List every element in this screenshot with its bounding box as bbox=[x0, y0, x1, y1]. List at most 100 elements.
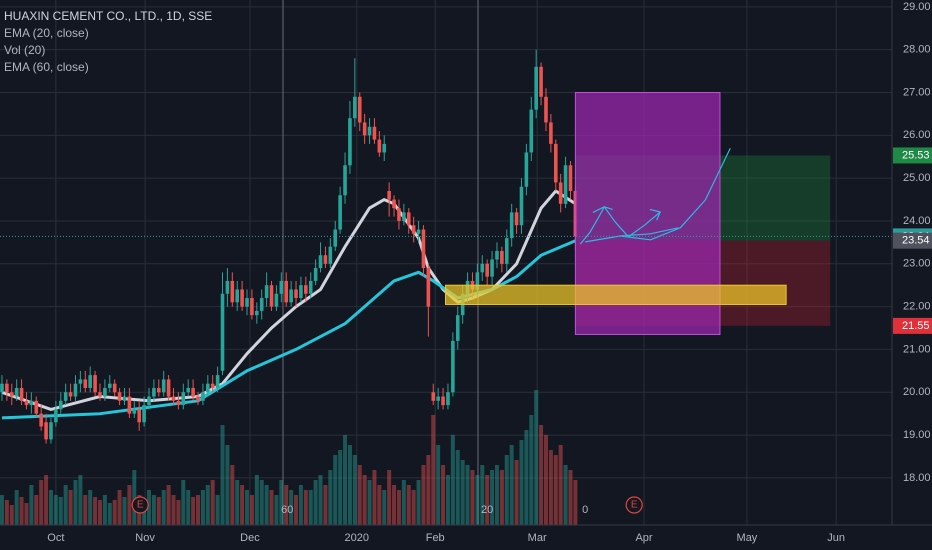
candle-body bbox=[441, 396, 445, 406]
candle-body bbox=[107, 383, 112, 388]
candle-body bbox=[357, 96, 362, 123]
pen-stroke bbox=[579, 206, 605, 245]
volume-bar bbox=[499, 470, 504, 525]
volume-bar bbox=[573, 480, 578, 525]
volume-bar bbox=[78, 475, 83, 525]
candle-body bbox=[235, 289, 240, 303]
pen-stroke bbox=[585, 227, 679, 243]
x-tick-label: Oct bbox=[47, 532, 64, 544]
bar-marker: 0 bbox=[582, 504, 588, 516]
candle-body bbox=[387, 190, 391, 200]
volume-bar bbox=[294, 495, 299, 525]
volume-bar bbox=[553, 455, 558, 525]
candle-body bbox=[166, 379, 171, 397]
volume-bar bbox=[205, 485, 210, 525]
event-marker bbox=[625, 496, 643, 514]
candle-body bbox=[284, 280, 289, 303]
x-tick-label: Nov bbox=[135, 532, 155, 544]
volume-bar bbox=[29, 485, 34, 525]
candle-body bbox=[308, 280, 313, 294]
candle-body bbox=[201, 392, 205, 401]
candle-body bbox=[63, 392, 68, 401]
candle-body bbox=[500, 250, 504, 264]
volume-bar bbox=[284, 485, 289, 525]
volume-bar bbox=[343, 435, 348, 525]
volume-bar bbox=[269, 490, 274, 525]
y-tick-label: 20.00 bbox=[903, 386, 931, 398]
ema-line bbox=[1, 239, 576, 420]
volume-bar bbox=[568, 470, 573, 525]
volume-bar bbox=[264, 485, 269, 525]
candle-body bbox=[176, 400, 181, 406]
volume-bar bbox=[534, 390, 539, 525]
candle-body bbox=[29, 400, 34, 406]
candle-body bbox=[39, 413, 43, 427]
candle-body bbox=[504, 238, 509, 264]
volume-bar bbox=[558, 445, 563, 525]
volume-bar bbox=[509, 445, 514, 525]
price-label-box bbox=[893, 317, 932, 334]
volume-bar bbox=[392, 485, 397, 525]
volume-bar bbox=[73, 480, 78, 525]
legend-entry: EMA (60, close) bbox=[4, 60, 89, 74]
y-tick-label: 21.00 bbox=[903, 343, 931, 355]
volume-bar bbox=[19, 497, 24, 525]
candle-body bbox=[348, 118, 352, 166]
volume-bar bbox=[122, 497, 127, 525]
volume-bar bbox=[279, 480, 284, 525]
pen-stroke bbox=[619, 147, 731, 241]
candle-body bbox=[289, 289, 293, 303]
candle-body bbox=[362, 122, 367, 136]
volume-bar bbox=[333, 455, 338, 525]
pen-stroke bbox=[649, 208, 661, 221]
candle-body bbox=[5, 383, 9, 393]
candle-body bbox=[240, 289, 244, 307]
candle-body bbox=[421, 229, 426, 269]
volume-bar bbox=[127, 485, 132, 525]
volume-bar bbox=[220, 425, 225, 525]
volume-bar bbox=[254, 475, 259, 525]
volume-bar bbox=[161, 490, 166, 525]
candle-body bbox=[19, 387, 24, 401]
candle-body bbox=[156, 387, 161, 393]
volume-bar bbox=[318, 475, 323, 525]
candle-body bbox=[83, 379, 88, 388]
candle-body bbox=[44, 422, 48, 440]
volume-bar bbox=[416, 480, 421, 525]
volume-bar bbox=[529, 415, 534, 525]
volume-bar bbox=[166, 485, 171, 525]
x-tick-label: 2020 bbox=[345, 532, 369, 544]
candle-body bbox=[0, 383, 4, 393]
volume-bar bbox=[240, 485, 245, 525]
volume-bar bbox=[352, 455, 357, 525]
candle-body bbox=[93, 375, 97, 393]
volume-bar bbox=[63, 485, 68, 525]
volume-bar bbox=[470, 470, 475, 525]
volume-bar bbox=[362, 475, 367, 525]
price-label-box bbox=[893, 147, 932, 164]
volume-bar bbox=[338, 450, 343, 525]
volume-bar bbox=[215, 495, 220, 525]
volume-bar bbox=[196, 495, 201, 525]
event-label: E bbox=[631, 500, 638, 511]
volume-bar bbox=[308, 490, 313, 525]
candle-body bbox=[147, 396, 151, 406]
volume-bar bbox=[328, 470, 333, 525]
candle-body bbox=[563, 165, 568, 204]
price-label: 25.53 bbox=[902, 149, 930, 161]
candle-body bbox=[245, 298, 249, 307]
x-tick-label: Dec bbox=[240, 532, 260, 544]
volume-bar bbox=[24, 503, 29, 525]
volume-bar bbox=[210, 480, 215, 525]
candle-body bbox=[431, 392, 436, 401]
volume-bar bbox=[367, 480, 372, 525]
y-tick-label: 25.00 bbox=[903, 172, 931, 184]
candle-body bbox=[269, 285, 274, 307]
volume-bar bbox=[4, 500, 9, 525]
candle-body bbox=[495, 250, 499, 260]
volume-bar bbox=[539, 425, 544, 525]
candle-body bbox=[68, 392, 73, 397]
volume-bar bbox=[58, 497, 63, 525]
candle-body bbox=[397, 208, 401, 221]
volume-bar bbox=[112, 500, 117, 525]
